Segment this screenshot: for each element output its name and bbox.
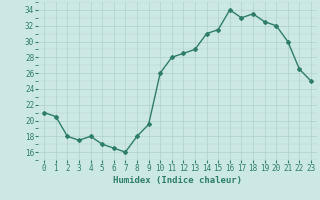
X-axis label: Humidex (Indice chaleur): Humidex (Indice chaleur) [113, 176, 242, 185]
